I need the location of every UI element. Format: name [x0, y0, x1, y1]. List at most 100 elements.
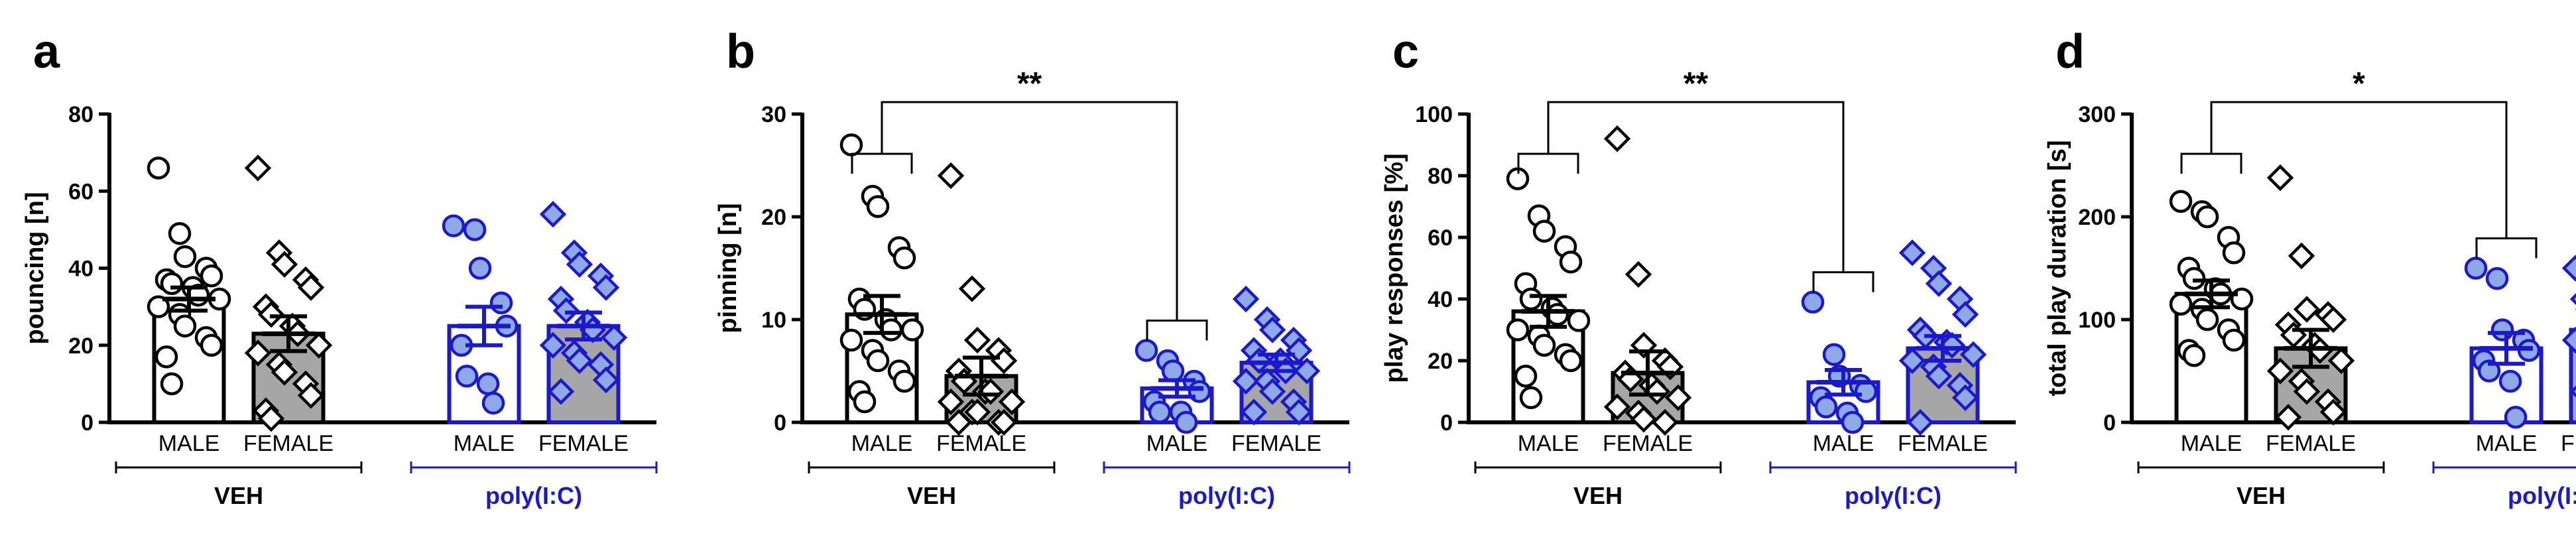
y-tick-label: 200	[2078, 205, 2116, 230]
data-point	[1519, 386, 1543, 410]
group-label-polyic: poly(I:C)	[1178, 482, 1275, 509]
data-point	[1258, 316, 1286, 343]
data-point	[468, 257, 492, 280]
data-point	[481, 391, 505, 415]
data-point	[998, 388, 1026, 416]
data-point	[839, 133, 863, 156]
data-point	[2222, 241, 2246, 265]
data-point	[2182, 267, 2206, 290]
group-label-polyic: poly(I:C)	[1845, 482, 1941, 509]
sex-label: MALE	[158, 431, 220, 456]
data-point	[1567, 309, 1591, 332]
data-point	[1514, 365, 1538, 388]
data-point	[1285, 398, 1313, 426]
data-point	[244, 339, 272, 367]
panels: a 0 20 40 60 80 pouncing [n] MALE FEMALE MALE FEMA…	[21, 25, 2576, 509]
data-point	[2561, 255, 2576, 282]
panel-letter: b	[726, 25, 755, 78]
data-point	[271, 359, 298, 386]
data-point	[937, 162, 965, 190]
panel-letter: a	[33, 25, 60, 78]
data-point	[566, 251, 593, 278]
y-tick-label: 30	[761, 102, 786, 127]
data-point	[1519, 287, 1543, 311]
data-point	[1232, 367, 1260, 395]
sex-label: MALE	[454, 431, 515, 456]
data-point	[879, 318, 903, 341]
data-point	[2490, 318, 2514, 341]
data-point	[1532, 334, 1556, 357]
data-point	[566, 347, 593, 375]
data-point	[2182, 344, 2206, 367]
sex-label: FEMALE	[538, 431, 629, 456]
y-tick-label: 20	[1428, 349, 1453, 374]
sub-bracket	[1812, 271, 1874, 292]
data-point	[2293, 378, 2321, 405]
sex-label: MALE	[1146, 431, 1208, 456]
y-axis-label: pinning [n]	[714, 203, 742, 333]
data-point	[963, 398, 991, 426]
data-point	[839, 328, 863, 352]
data-point	[600, 324, 628, 351]
y-tick-label: 60	[68, 179, 93, 204]
data-point	[1232, 285, 1260, 313]
data-point	[2319, 398, 2347, 426]
data-point	[173, 245, 197, 269]
data-point	[2464, 257, 2488, 280]
y-tick-label: 80	[68, 102, 93, 127]
data-point	[1898, 239, 1926, 267]
sub-bracket	[2180, 152, 2242, 174]
sub-bracket	[2475, 237, 2538, 259]
y-tick-label: 40	[1428, 287, 1453, 312]
data-point	[1814, 395, 1838, 418]
data-point	[547, 378, 575, 405]
data-point	[2477, 359, 2501, 383]
data-point	[2319, 306, 2347, 334]
data-point	[1651, 408, 1679, 436]
data-point	[297, 274, 325, 301]
sex-label: MALE	[2476, 431, 2538, 456]
y-tick-label: 10	[761, 308, 786, 333]
data-point	[1822, 343, 1846, 366]
data-point	[297, 382, 325, 409]
data-point	[160, 272, 184, 295]
main-bracket	[2210, 101, 2508, 239]
sub-bracket	[1517, 152, 1579, 174]
data-point	[1240, 398, 1268, 426]
data-point	[539, 332, 567, 359]
data-point	[1174, 410, 1198, 434]
group-label-veh: VEH	[214, 482, 263, 509]
data-point	[168, 221, 192, 245]
data-point	[945, 408, 973, 436]
group-label-polyic: poly(I:C)	[485, 482, 582, 509]
y-axis-label: pouncing [n]	[21, 192, 49, 344]
data-point	[592, 366, 620, 394]
data-point	[2195, 205, 2219, 229]
data-point	[476, 372, 500, 396]
data-point	[990, 408, 1018, 436]
y-tick-label: 40	[68, 257, 93, 282]
sex-label: MALE	[2181, 431, 2242, 456]
data-point	[2169, 190, 2193, 213]
data-point	[1630, 406, 1658, 433]
panel-letter: d	[2055, 25, 2085, 78]
sex-label: FEMALE	[243, 431, 334, 456]
data-point	[853, 390, 877, 414]
significance-label: *	[2353, 66, 2365, 101]
y-tick-label: 100	[2078, 308, 2116, 333]
data-point	[900, 318, 924, 341]
data-point	[1135, 339, 1158, 362]
significance-bracket: **	[1517, 66, 1874, 292]
sub-bracket	[1146, 320, 1208, 341]
sex-label: MALE	[1518, 431, 1579, 456]
significance-bracket: **	[851, 66, 1208, 341]
data-point	[442, 214, 465, 237]
data-point	[2569, 292, 2576, 306]
group-label-veh: VEH	[907, 482, 956, 509]
main-bracket	[1547, 101, 1845, 273]
data-point	[592, 274, 620, 301]
data-point	[455, 365, 479, 388]
data-point	[257, 405, 285, 432]
data-point	[1841, 410, 1865, 434]
